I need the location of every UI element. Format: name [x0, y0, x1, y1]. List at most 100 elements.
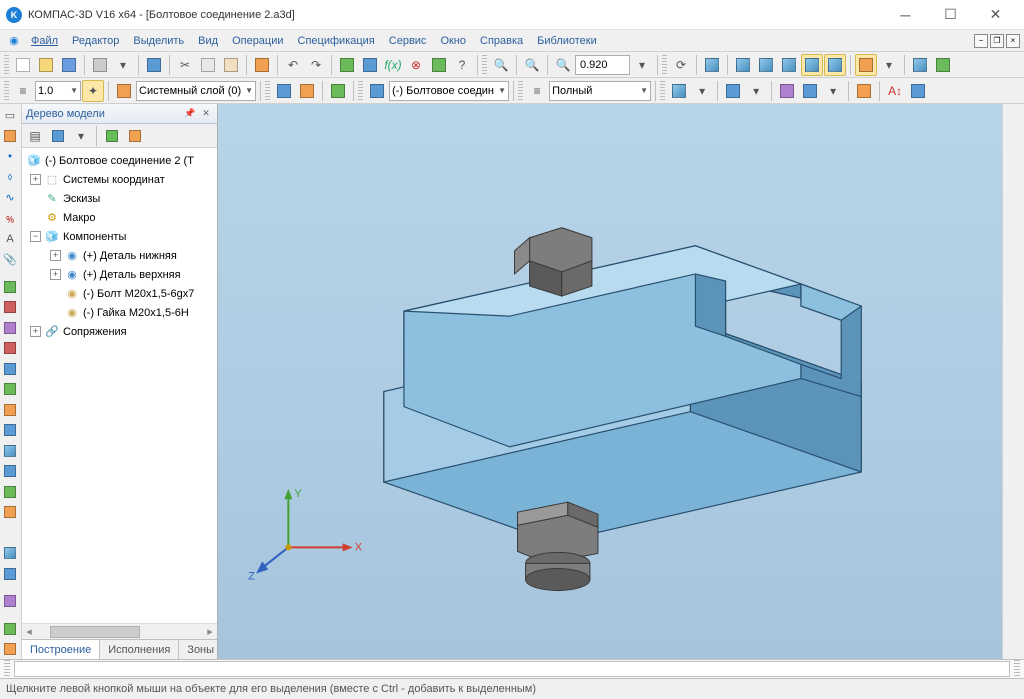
- help-cursor-button[interactable]: ?: [451, 54, 473, 76]
- tree-node-mates[interactable]: + 🔗 Сопряжения: [22, 322, 217, 341]
- edit-component-button[interactable]: [273, 80, 295, 102]
- lib-2-dd[interactable]: ▾: [745, 80, 767, 102]
- zoom-value-input[interactable]: 0.920: [575, 55, 630, 75]
- print-preview-button[interactable]: ▾: [112, 54, 134, 76]
- op-chamfer[interactable]: [0, 421, 20, 441]
- expand-icon[interactable]: +: [50, 269, 61, 280]
- open-button[interactable]: [35, 54, 57, 76]
- prop-grip-2[interactable]: [1014, 660, 1020, 678]
- menu-libs[interactable]: Библиотеки: [530, 30, 604, 51]
- undo-button[interactable]: ↶: [282, 54, 304, 76]
- lib-3-button[interactable]: [776, 80, 798, 102]
- redo-button[interactable]: ↷: [305, 54, 327, 76]
- nolines-button[interactable]: [778, 54, 800, 76]
- layer-combo[interactable]: Системный слой (0)▼: [136, 81, 256, 101]
- lib-2-button[interactable]: [722, 80, 744, 102]
- menu-file[interactable]: Файл: [24, 30, 65, 51]
- tree-node-sketches[interactable]: ✎ Эскизы: [22, 189, 217, 208]
- tree-node-macro[interactable]: ⚙ Макро: [22, 208, 217, 227]
- sketch-tool[interactable]: [0, 127, 20, 147]
- expand-icon[interactable]: +: [30, 174, 41, 185]
- orientation-button[interactable]: [701, 54, 723, 76]
- properties-button[interactable]: [251, 54, 273, 76]
- zoom-fit-button[interactable]: 🔍: [521, 54, 543, 76]
- shaded-button[interactable]: [801, 54, 823, 76]
- tool-a[interactable]: [0, 544, 20, 564]
- prop-grip[interactable]: [4, 660, 10, 678]
- toolbar2-grip-4[interactable]: [518, 81, 523, 101]
- print-button[interactable]: [89, 54, 111, 76]
- toolbar-grip-2[interactable]: [482, 55, 487, 75]
- paste-button[interactable]: [220, 54, 242, 76]
- tree-tb3[interactable]: [101, 125, 123, 147]
- tool-b[interactable]: [0, 564, 20, 584]
- tree-node-nut[interactable]: ◉ (-) Гайка М20х1,5-6H: [22, 303, 217, 322]
- select-tool[interactable]: ▭: [0, 106, 20, 126]
- tree-root[interactable]: 🧊 (-) Болтовое соединение 2 (Т: [22, 151, 217, 170]
- extra-button[interactable]: [932, 54, 954, 76]
- point-tool[interactable]: ⬩: [0, 147, 20, 167]
- assembly-combo[interactable]: (-) Болтовое соедин▼: [389, 81, 509, 101]
- lib-4-button[interactable]: [799, 80, 821, 102]
- tool-c[interactable]: [0, 592, 20, 612]
- zoom-dropdown[interactable]: ▾: [631, 54, 653, 76]
- preview-button[interactable]: [143, 54, 165, 76]
- op-surface[interactable]: [0, 503, 20, 523]
- toolbar2-grip-5[interactable]: [660, 81, 665, 101]
- dim-tool[interactable]: A: [0, 229, 20, 249]
- toolbar2-grip-3[interactable]: [358, 81, 363, 101]
- line-style-button[interactable]: ≡: [12, 80, 34, 102]
- zoom-window-button[interactable]: 🔍: [552, 54, 574, 76]
- auto-line-button[interactable]: ✦: [82, 80, 104, 102]
- tool-d[interactable]: [0, 619, 20, 639]
- vars-button[interactable]: [359, 54, 381, 76]
- lib-1-button[interactable]: [668, 80, 690, 102]
- expand-icon[interactable]: −: [30, 231, 41, 242]
- text-tool[interactable]: ﹪: [0, 209, 20, 229]
- section-button[interactable]: ▾: [878, 54, 900, 76]
- wireframe-button[interactable]: [732, 54, 754, 76]
- display-style-icon[interactable]: ≡: [526, 80, 548, 102]
- component-icon[interactable]: [366, 80, 388, 102]
- menu-window[interactable]: Окно: [433, 30, 473, 51]
- expand-icon[interactable]: +: [30, 326, 41, 337]
- close-button[interactable]: ✕: [973, 1, 1018, 29]
- tree-h-scrollbar[interactable]: ◂ ▸: [22, 623, 217, 639]
- op-sweep[interactable]: [0, 339, 20, 359]
- toolbar2-grip-2[interactable]: [265, 81, 270, 101]
- viewport-3d[interactable]: Y X Z: [218, 104, 1002, 659]
- check-button[interactable]: [428, 54, 450, 76]
- menu-operations[interactable]: Операции: [225, 30, 290, 51]
- op-revolve[interactable]: [0, 297, 20, 317]
- op-pattern[interactable]: [0, 462, 20, 482]
- x-button[interactable]: ⊗: [405, 54, 427, 76]
- copy-button[interactable]: [197, 54, 219, 76]
- edit-part-button[interactable]: [296, 80, 318, 102]
- shaded-edges-button[interactable]: [824, 54, 846, 76]
- lib-1-dd[interactable]: ▾: [691, 80, 713, 102]
- tree-pin-icon[interactable]: 📌: [183, 107, 197, 121]
- tree-tb4[interactable]: [124, 125, 146, 147]
- op-cut[interactable]: [0, 318, 20, 338]
- attach-tool[interactable]: 📎: [0, 250, 20, 270]
- simplify-button[interactable]: [909, 54, 931, 76]
- perspective-button[interactable]: [855, 54, 877, 76]
- tree-node-coords[interactable]: + ⬚ Системы координат: [22, 170, 217, 189]
- hidden-button[interactable]: [755, 54, 777, 76]
- toolbar2-grip[interactable]: [4, 81, 9, 101]
- zoom-in-button[interactable]: 🔍: [490, 54, 512, 76]
- expand-icon[interactable]: +: [50, 250, 61, 261]
- display-style-combo[interactable]: Полный▼: [549, 81, 651, 101]
- op-body[interactable]: [0, 482, 20, 502]
- fx-button[interactable]: f(x): [382, 54, 404, 76]
- op-loft[interactable]: [0, 359, 20, 379]
- tree-tab-build[interactable]: Построение: [22, 640, 100, 659]
- menu-select[interactable]: Выделить: [126, 30, 191, 51]
- tree-header[interactable]: Дерево модели 📌 ✕: [22, 104, 217, 124]
- op-hole[interactable]: [0, 380, 20, 400]
- menu-spec[interactable]: Спецификация: [291, 30, 382, 51]
- save-button[interactable]: [58, 54, 80, 76]
- command-input[interactable]: [14, 661, 1010, 677]
- tree-close-icon[interactable]: ✕: [199, 107, 213, 121]
- lib-6-button[interactable]: A↕: [884, 80, 906, 102]
